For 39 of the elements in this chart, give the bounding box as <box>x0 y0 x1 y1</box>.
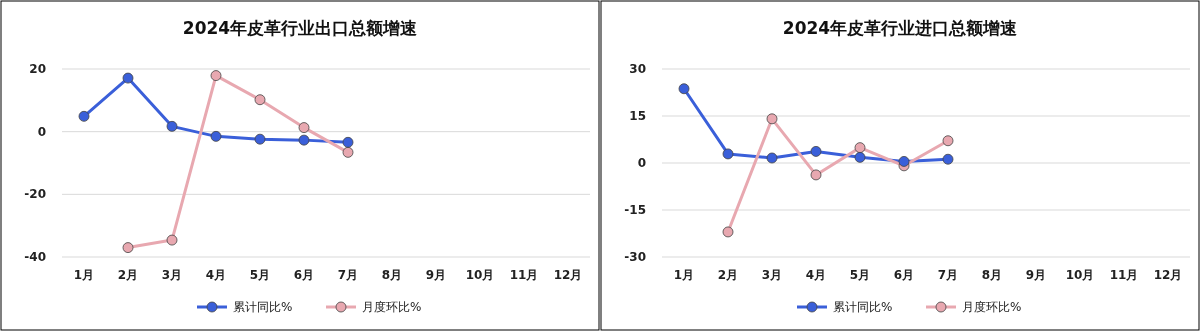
x-tick-label: 1月 <box>673 268 695 282</box>
x-tick-label: 9月 <box>425 268 447 282</box>
x-tick-label: 11月 <box>509 268 539 282</box>
x-tick-label: 10月 <box>1065 268 1095 282</box>
y-tick-label: -15 <box>624 203 646 217</box>
x-tick-label: 10月 <box>465 268 495 282</box>
y-tick-label: -40 <box>24 250 46 264</box>
y-tick-label: 15 <box>629 109 646 123</box>
x-tick-label: 8月 <box>381 268 403 282</box>
x-tick-label: 5月 <box>249 268 271 282</box>
x-tick-label: 6月 <box>893 268 915 282</box>
x-tick-label: 4月 <box>805 268 827 282</box>
y-tick-label: 0 <box>37 124 46 139</box>
legend-label: 月度环比% <box>962 300 1022 314</box>
x-tick-label: 5月 <box>849 268 871 282</box>
y-tick-label: 20 <box>29 62 46 76</box>
chart-title: 2024年皮革行业出口总额增速 <box>182 18 418 38</box>
y-tick-label: -30 <box>624 250 646 264</box>
x-tick-label: 7月 <box>937 268 959 282</box>
x-tick-label: 3月 <box>161 268 183 282</box>
x-tick-label: 1月 <box>73 268 95 282</box>
x-tick-label: 4月 <box>205 268 227 282</box>
x-tick-label: 7月 <box>337 268 359 282</box>
x-tick-label: 12月 <box>553 268 583 282</box>
chart-title: 2024年皮革行业进口总额增速 <box>782 18 1018 38</box>
y-tick-label: 0 <box>637 156 646 170</box>
x-tick-label: 2月 <box>717 268 739 282</box>
x-tick-label: 9月 <box>1025 268 1047 282</box>
legend-label: 累计同比% <box>833 300 893 314</box>
y-tick-label: -20 <box>24 187 46 202</box>
x-tick-label: 8月 <box>981 268 1003 282</box>
legend-label: 月度环比% <box>362 300 422 314</box>
x-tick-label: 2月 <box>117 268 139 282</box>
x-tick-label: 6月 <box>293 268 315 282</box>
x-tick-label: 11月 <box>1109 268 1139 282</box>
legend-label: 累计同比% <box>233 300 293 314</box>
x-tick-label: 12月 <box>1153 268 1183 282</box>
x-tick-label: 3月 <box>761 268 783 282</box>
y-tick-label: 30 <box>629 62 646 76</box>
